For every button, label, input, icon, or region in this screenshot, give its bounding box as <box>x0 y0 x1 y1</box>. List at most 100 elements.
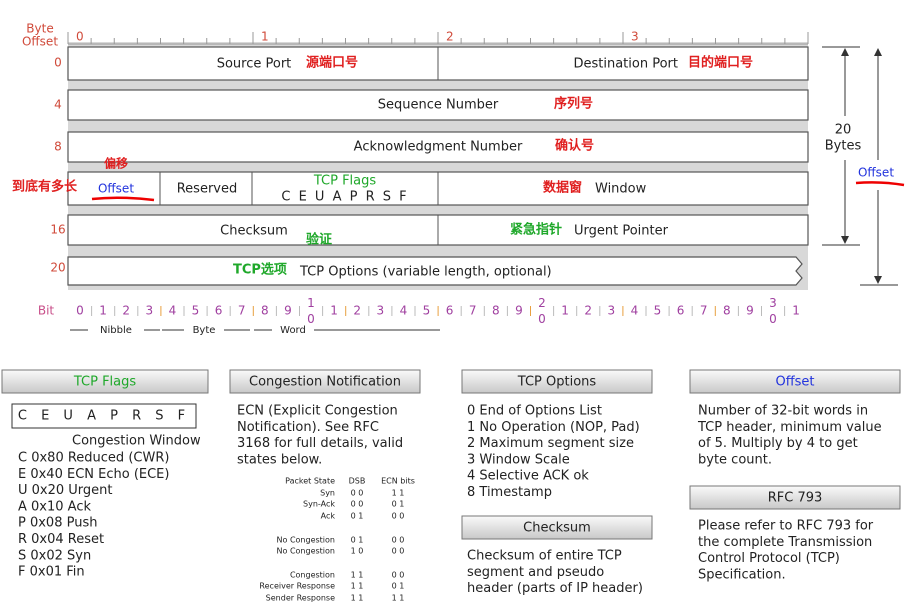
table-cell: 0 0 <box>392 512 405 521</box>
option-item: 4 Selective ACK ok <box>467 469 589 484</box>
option-item: 8 Timestamp <box>467 485 552 500</box>
box-text: Checksum of entire TCP <box>467 549 622 564</box>
bit-tick: 4 <box>169 304 177 318</box>
bit-tick: 5 <box>423 304 431 318</box>
box-text: Specification. <box>698 567 786 582</box>
table-header: Packet State <box>285 477 335 486</box>
annotation: 偏移 <box>104 156 128 171</box>
row-offset: 0 <box>54 56 62 70</box>
bit-tick: 8 <box>492 304 500 318</box>
annotation: 源端口号 <box>306 55 358 71</box>
box-text: TCP header, minimum value <box>697 420 882 435</box>
bit-tick: 2 <box>584 304 592 318</box>
table-cell: 0 0 <box>392 571 405 580</box>
box-text: ECN (Explicit Congestion <box>237 404 398 419</box>
bit-tick: 7 <box>469 304 477 318</box>
flag-item: F 0x01 Fin <box>18 565 85 580</box>
bit-tick: 9 <box>284 304 292 318</box>
annotation: 验证 <box>306 232 332 248</box>
table-cell: 0 0 <box>392 547 405 556</box>
span-bg <box>272 323 314 337</box>
annotation: 紧急指针 <box>510 222 562 238</box>
byte-tick: 2 <box>446 30 454 44</box>
table-cell: No Congestion <box>277 536 335 545</box>
box-text: byte count. <box>698 452 772 467</box>
bit-tick: 8 <box>723 304 731 318</box>
box-text: segment and pseudo <box>467 565 604 580</box>
table-cell: 0 0 <box>392 536 405 545</box>
box-text: Number of 32-bit words in <box>698 404 868 419</box>
table-cell: 1 0 <box>351 547 364 556</box>
box-text: Control Protocol (TCP) <box>698 551 840 566</box>
diagram-background <box>68 42 808 290</box>
field: Acknowledgment Number <box>354 140 523 155</box>
box-text: of 5. Multiply by 4 to get <box>698 436 858 451</box>
table-cell: 0 0 <box>351 500 364 509</box>
flag-letters: C E U A P R S F <box>18 409 190 424</box>
box-header <box>461 369 653 394</box>
box-title: Checksum <box>523 521 591 536</box>
box-text: states below. <box>237 452 322 467</box>
table-cell: 0 0 <box>351 489 364 498</box>
bit-tick: 4 <box>631 304 639 318</box>
underline <box>91 196 155 202</box>
row-offset: 20 <box>50 261 65 275</box>
bit-tick: 2 <box>353 304 361 318</box>
bit-tick: 6 <box>215 304 223 318</box>
table-header: DSB <box>349 477 366 486</box>
bit-tick: 5 <box>192 304 200 318</box>
span-label: Nibble <box>100 325 132 336</box>
annotation: 确认号 <box>555 138 594 154</box>
option-item: 0 End of Options List <box>467 404 602 419</box>
option-item: 1 No Operation (NOP, Pad) <box>467 420 640 435</box>
span-label: Word <box>280 325 306 336</box>
row-20 <box>67 256 803 286</box>
box-header <box>689 485 901 510</box>
row-offset: 16 <box>50 223 65 237</box>
bit-tick: 1 <box>561 304 569 318</box>
box-text: Notification). See RFC <box>237 420 379 435</box>
field: Reserved <box>177 182 238 197</box>
box-title: Congestion Notification <box>249 375 401 390</box>
flag-item: R 0x04 Reset <box>18 532 104 547</box>
byte-tick: 0 <box>76 30 84 44</box>
table-cell: 1 1 <box>392 594 405 603</box>
size-value: 20 <box>835 123 852 138</box>
box-text: header (parts of IP header) <box>467 581 643 596</box>
bit-tick: 9 <box>746 304 754 318</box>
box-subtitle: Congestion Window <box>72 434 201 449</box>
table-cell: 0 1 <box>392 582 405 591</box>
flag-item: C 0x80 Reduced (CWR) <box>18 451 169 466</box>
flag-item: A 0x10 Ack <box>18 499 91 514</box>
span-label: Byte <box>193 325 216 336</box>
box-title: RFC 793 <box>768 491 823 506</box>
bit-tick: 3 <box>376 304 384 318</box>
field: TCP Options (variable length, optional) <box>299 265 552 280</box>
annotation: 目的端口号 <box>688 55 753 71</box>
table-cell: 1 1 <box>392 489 405 498</box>
flag-item: S 0x02 Syn <box>18 548 91 563</box>
bit-tick: 6 <box>677 304 685 318</box>
field: Offset <box>98 182 134 196</box>
table-cell: Syn-Ack <box>303 500 335 509</box>
flag-item: P 0x08 Push <box>18 516 97 531</box>
bit-tick: 4 <box>400 304 408 318</box>
annotation: TCP选项 <box>233 262 287 278</box>
bit-tick: 2 <box>122 304 130 318</box>
box-title: TCP Options <box>517 375 597 390</box>
field: Window <box>595 182 647 197</box>
bit-tick: 1 <box>330 304 338 318</box>
bit-label: Bit <box>38 304 55 318</box>
bit-tick: 3 <box>145 304 153 318</box>
span-bg <box>184 323 224 337</box>
table-cell: 0 1 <box>351 512 364 521</box>
box-text: Please refer to RFC 793 for <box>698 519 874 534</box>
table-cell: 1 1 <box>351 594 364 603</box>
row-offset: 8 <box>54 140 62 154</box>
byte-tick: 3 <box>631 30 639 44</box>
box-header <box>1 369 209 394</box>
